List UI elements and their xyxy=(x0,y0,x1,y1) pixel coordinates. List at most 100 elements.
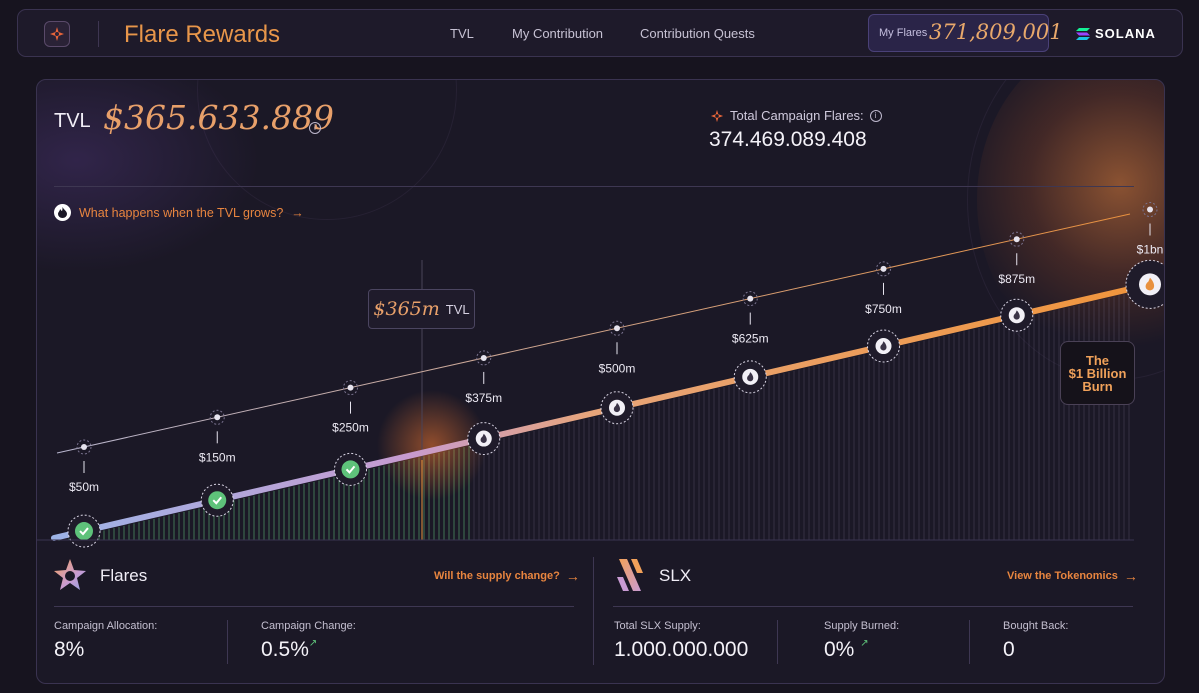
milestone-node xyxy=(1013,236,1020,243)
flare-logo-icon[interactable] xyxy=(44,21,70,47)
chart-bars xyxy=(58,293,1130,541)
nav-link-contribution-quests[interactable]: Contribution Quests xyxy=(640,26,755,41)
check-icon xyxy=(75,522,93,541)
milestone-node xyxy=(81,443,87,450)
flares-star-icon xyxy=(54,559,86,590)
check-icon xyxy=(208,491,227,510)
tokenomics-link[interactable]: View the Tokenomics → xyxy=(1007,568,1138,584)
flame-shape xyxy=(1145,277,1155,291)
milestone-node-ring xyxy=(343,380,358,396)
flame-shape xyxy=(747,372,754,382)
allocation-value: 8% xyxy=(54,638,85,661)
burn-line-2: $1 Billion xyxy=(1068,365,1127,381)
arrow-right-icon: → xyxy=(1123,568,1138,584)
milestone-label: $500m xyxy=(599,361,636,375)
arrow-up-right-icon: ↗ xyxy=(860,638,869,649)
what-happens-text: What happens when the TVL grows? xyxy=(79,205,284,220)
arrow-right-icon: → xyxy=(565,568,580,584)
brand-title: Flare Rewards xyxy=(124,21,281,48)
burned-value: 0% xyxy=(824,638,855,661)
milestone-node-ring xyxy=(742,291,758,307)
nav-divider xyxy=(98,21,99,47)
milestone-label: $250m xyxy=(332,421,369,435)
bought-back-value: 0 xyxy=(1003,638,1015,661)
milestones: $50m $150m $250m $375m $500m $625m $750m $875m $… xyxy=(67,202,1164,548)
thin-trend-line xyxy=(56,213,1131,454)
arrow-right-icon: → xyxy=(291,205,304,220)
change-label: Campaign Change: xyxy=(261,620,356,632)
burn-line-3: Burn xyxy=(1082,378,1113,394)
milestone-label: $750m xyxy=(865,302,902,316)
milestone-node xyxy=(214,414,221,421)
flame-shape xyxy=(480,433,487,443)
top-nav-bar: Flare Rewards TVL My Contribution Contri… xyxy=(17,9,1183,57)
milestone-label: $625m xyxy=(732,332,769,346)
current-tvl-unit: TVL xyxy=(445,301,470,317)
nav-link-my-contribution[interactable]: My Contribution xyxy=(512,26,604,41)
milestone-node-ring xyxy=(76,439,92,455)
section-vertical-divider xyxy=(593,557,594,665)
check-mark xyxy=(212,496,223,505)
tvl-card: TVL $365.633.889 i Total Campaign Flares… xyxy=(36,79,1165,684)
milestone-node-ring xyxy=(1142,202,1158,218)
stat-divider xyxy=(969,620,970,664)
milestone-node xyxy=(480,354,487,361)
flares-title: Flares xyxy=(100,566,148,585)
slx-logo-icon xyxy=(617,559,643,591)
bought-back-label: Bought Back: xyxy=(1003,620,1069,632)
campaign-flares-value: 374.469.089.408 xyxy=(709,128,867,151)
flame-shape xyxy=(880,341,887,351)
milestone-node xyxy=(614,325,620,332)
section-divider xyxy=(54,186,1134,187)
milestone-label: $875m xyxy=(998,272,1035,286)
slx-title: SLX xyxy=(659,566,692,585)
flame-shape xyxy=(1013,310,1020,320)
burned-stat: 0% ↗ xyxy=(824,638,869,662)
change-value: 0.5% xyxy=(261,638,309,661)
slx-supply-label: Total SLX Supply: xyxy=(614,620,701,632)
solana-logo[interactable]: SOLANA xyxy=(1076,26,1156,41)
stat-divider xyxy=(777,620,778,664)
milestone-label: $1bn xyxy=(1137,243,1164,257)
milestone-node-ring xyxy=(209,409,225,425)
info-icon[interactable]: i xyxy=(869,109,882,122)
burned-label: Supply Burned: xyxy=(824,620,900,632)
solana-wordmark: SOLANA xyxy=(1095,26,1156,41)
current-glow xyxy=(377,390,487,500)
solana-icon xyxy=(1076,27,1090,40)
milestone-label: $375m xyxy=(465,391,502,405)
tvl-milestone-chart: $50m $150m $250m $375m $500m $625m $750m $875m $… xyxy=(37,202,1164,548)
check-mark xyxy=(345,465,356,474)
billion-burn-badge[interactable]: The $1 Billion Burn xyxy=(1060,341,1135,405)
change-stat: 0.5%↗ xyxy=(261,638,317,662)
supply-change-text: Will the supply change? xyxy=(434,570,560,582)
milestone-node xyxy=(1147,206,1153,213)
supply-change-link[interactable]: Will the supply change? → xyxy=(434,568,580,584)
campaign-flares-label-text: Total Campaign Flares: xyxy=(730,108,864,123)
info-icon[interactable]: i xyxy=(309,122,321,134)
milestone-label: $50m xyxy=(69,480,99,494)
flares-divider xyxy=(54,606,574,607)
milestone-node xyxy=(747,295,754,302)
current-tvl-value: $365m xyxy=(373,298,440,320)
what-happens-link[interactable]: What happens when the TVL grows? → xyxy=(54,204,304,221)
flame-shape xyxy=(613,402,620,413)
milestone-node-ring xyxy=(1009,231,1025,247)
my-flares-badge[interactable]: My Flares 371,809,001 xyxy=(868,14,1063,52)
milestone-node-ring xyxy=(476,350,492,366)
my-flares-label: My Flares xyxy=(879,27,928,39)
check-icon xyxy=(341,460,360,479)
milestone-node xyxy=(347,384,354,391)
current-tvl-tooltip: $365m TVL xyxy=(368,289,475,329)
tvl-value: $365.633.889 xyxy=(103,98,334,137)
check-mark xyxy=(79,527,89,536)
tvl-progress-line xyxy=(51,286,1133,541)
burn-line-1: The xyxy=(1085,352,1110,368)
milestone-node xyxy=(880,265,887,272)
milestone-node-ring xyxy=(609,320,625,336)
flame-icon xyxy=(54,204,71,221)
nav-link-tvl[interactable]: TVL xyxy=(450,26,474,41)
tokenomics-text: View the Tokenomics xyxy=(1007,570,1118,582)
flare-star-icon xyxy=(710,109,724,122)
milestone-label: $150m xyxy=(199,450,236,464)
